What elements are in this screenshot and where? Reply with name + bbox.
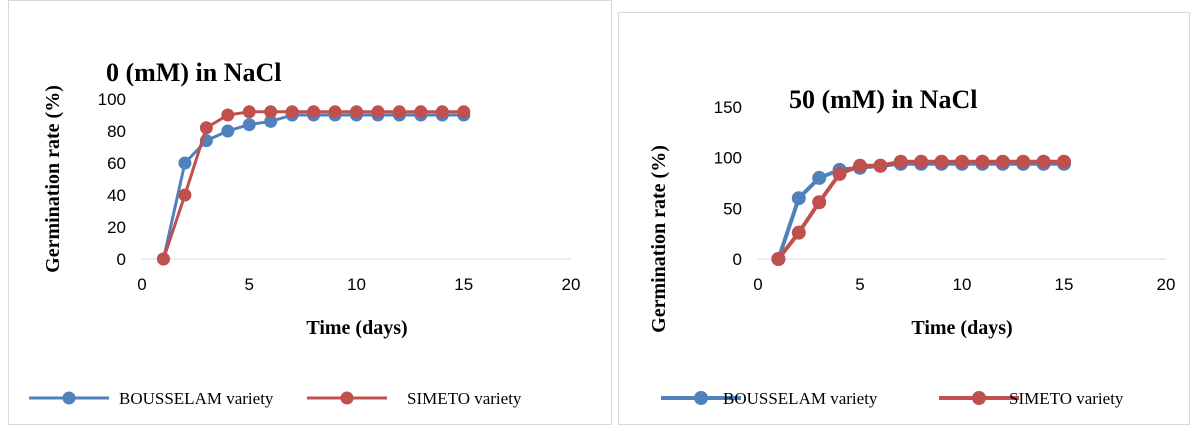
y-axis-label: Germination rate (%): [42, 85, 64, 273]
data-point-1-12: [1016, 154, 1031, 169]
data-point-1-6: [285, 105, 299, 119]
data-point-1-13: [435, 105, 449, 119]
legend-label-0: BOUSSELAM variety: [723, 389, 878, 408]
x-axis-label: Time (days): [306, 317, 407, 339]
data-point-1-3: [221, 108, 235, 122]
y-tick-label: 100: [98, 90, 126, 109]
legend-marker-1: [972, 391, 986, 405]
legend-label-1: SIMETO variety: [407, 389, 522, 408]
data-point-1-7: [307, 105, 321, 119]
legend-marker-0: [62, 391, 76, 405]
y-tick-label: 0: [117, 250, 126, 269]
data-point-1-5: [264, 105, 278, 119]
data-point-1-13: [1036, 154, 1051, 169]
data-point-1-10: [371, 105, 385, 119]
legend-marker-1: [340, 391, 354, 405]
data-point-1-5: [873, 158, 888, 173]
data-point-0-1: [178, 156, 192, 170]
data-point-1-8: [328, 105, 342, 119]
chart-panel-1: 0 50 100 150 0 5 10 15 20 50 (mM) in NaCl Germinat…: [618, 12, 1190, 425]
data-point-0-5: [264, 114, 278, 128]
data-point-1-4: [242, 105, 256, 119]
chart-panel-0: 0 20 40 60 80 100 0 5 10 15 20 0 (mM) in NaCl Germin…: [8, 0, 612, 425]
x-tick-label: 20: [562, 275, 581, 294]
data-point-1-4: [853, 158, 867, 173]
data-point-1-6: [893, 154, 908, 169]
data-point-1-7: [914, 154, 929, 169]
x-axis-label: Time (days): [911, 317, 1012, 339]
x-tick-label: 0: [137, 275, 146, 294]
data-point-1-0: [156, 252, 170, 266]
data-point-1-10: [975, 154, 990, 169]
chart-1: 0 50 100 150 0 5 10 15 20 50 (mM) in NaCl Germinat…: [648, 85, 1176, 408]
data-point-1-2: [812, 195, 827, 210]
x-tick-label: 10: [347, 275, 366, 294]
data-point-1-14: [457, 105, 471, 119]
y-tick-label: 50: [723, 199, 742, 218]
x-tick-label: 20: [1157, 275, 1176, 294]
chart-title: 0 (mM) in NaCl: [106, 58, 281, 87]
data-point-1-11: [392, 105, 406, 119]
x-tick-label: 15: [454, 275, 473, 294]
data-point-1-1: [791, 225, 806, 240]
data-point-0-3: [221, 124, 235, 138]
chart-title: 50 (mM) in NaCl: [789, 85, 977, 114]
y-axis-label: Germination rate (%): [648, 145, 670, 333]
chart-0: 0 20 40 60 80 100 0 5 10 15 20 0 (mM) in NaCl Germin…: [29, 58, 581, 408]
data-point-1-9: [350, 105, 363, 119]
x-tick-label: 5: [245, 275, 254, 294]
y-tick-label: 20: [107, 218, 126, 237]
legend-marker-0: [694, 391, 708, 405]
data-point-0-4: [242, 118, 256, 132]
data-point-1-9: [955, 154, 969, 169]
x-tick-label: 15: [1055, 275, 1074, 294]
y-tick-label: 100: [714, 149, 742, 168]
data-point-1-12: [414, 105, 428, 119]
x-tick-label: 10: [953, 275, 972, 294]
y-tick-label: 40: [107, 186, 126, 205]
legend-label-0: BOUSSELAM variety: [119, 389, 274, 408]
data-point-0-2: [812, 170, 827, 185]
x-tick-label: 0: [753, 275, 762, 294]
data-point-1-11: [995, 154, 1010, 169]
data-point-0-1: [791, 191, 806, 206]
data-point-1-8: [934, 154, 949, 169]
y-tick-label: 80: [107, 122, 126, 141]
data-point-1-1: [178, 188, 192, 202]
y-tick-label: 150: [714, 98, 742, 117]
legend-label-1: SIMETO variety: [1009, 389, 1124, 408]
data-point-1-0: [771, 252, 786, 266]
y-tick-label: 60: [107, 154, 126, 173]
data-point-1-2: [199, 121, 213, 135]
data-point-1-14: [1057, 154, 1071, 169]
x-tick-label: 5: [855, 275, 864, 294]
y-tick-label: 0: [733, 250, 742, 269]
data-point-1-3: [832, 166, 847, 181]
